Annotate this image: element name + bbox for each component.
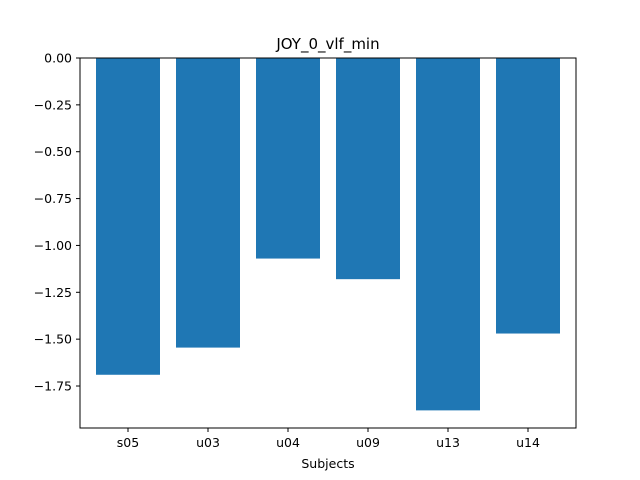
y-tick-label: −1.00 <box>34 238 72 253</box>
x-tick-label-s05: s05 <box>117 435 139 450</box>
y-tick-label: 0.00 <box>44 51 72 66</box>
x-tick-label-u14: u14 <box>516 435 540 450</box>
x-axis: s05 u03 u04 u09 u13 u14 <box>117 428 540 450</box>
chart-title: JOY_0_vlf_min <box>275 35 379 54</box>
y-tick-label: −1.25 <box>34 285 72 300</box>
y-axis: 0.00 −0.25 −0.50 −0.75 −1.00 −1.25 −1.50 −1.75 <box>34 51 80 394</box>
x-tick-label-u04: u04 <box>276 435 300 450</box>
bar-s05 <box>96 58 160 375</box>
y-tick-label: −1.50 <box>34 332 72 347</box>
y-tick-label: −0.50 <box>34 144 72 159</box>
bar-u04 <box>256 58 320 259</box>
plot-frame <box>79 57 577 429</box>
x-tick-label-u13: u13 <box>436 435 460 450</box>
bar-u14 <box>496 58 560 334</box>
bar-u03 <box>176 58 240 348</box>
x-tick-label-u03: u03 <box>196 435 220 450</box>
bars-group <box>96 58 560 411</box>
bar-u13 <box>416 58 480 411</box>
y-tick-label: −1.75 <box>34 379 72 394</box>
y-tick-label: −0.25 <box>34 97 72 112</box>
x-tick-label-u09: u09 <box>356 435 380 450</box>
y-tick-label: −0.75 <box>34 191 72 206</box>
x-axis-label: Subjects <box>301 456 354 471</box>
bar-u09 <box>336 58 400 280</box>
